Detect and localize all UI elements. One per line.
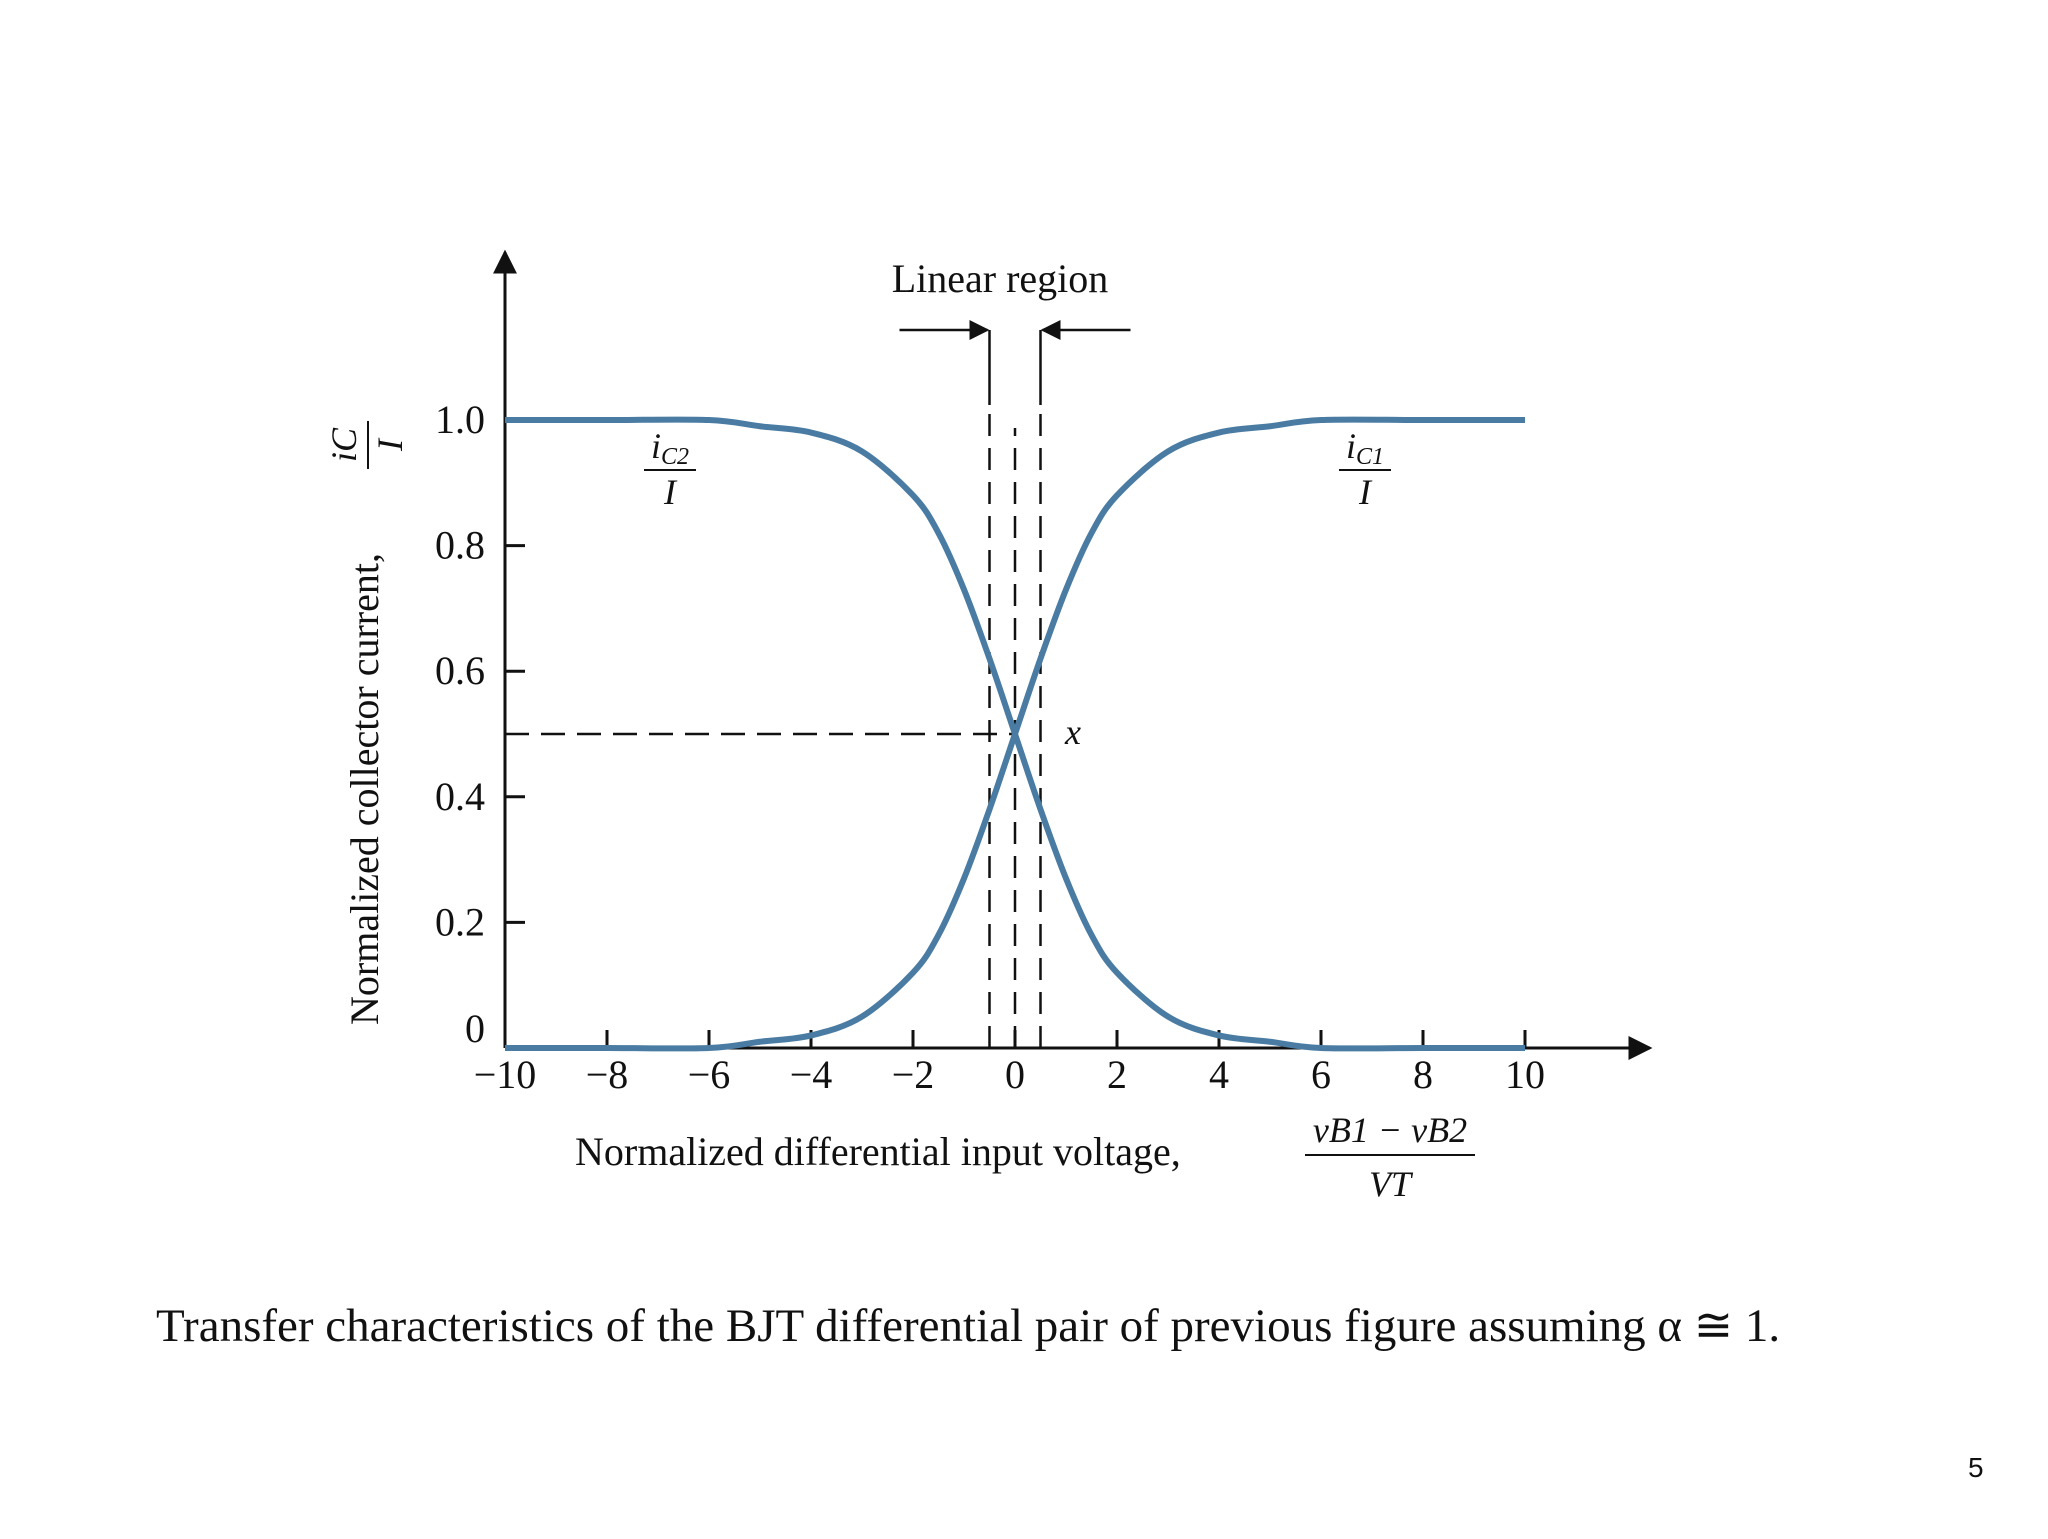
x-tick-label: 2 — [1107, 1052, 1127, 1097]
y-tick-label: 1.0 — [435, 397, 485, 442]
x-axis-label-fraction: vB1 − vB2 VT — [1305, 1110, 1475, 1204]
y-fraction-denominator: I — [370, 437, 410, 452]
y-tick-label: 0.8 — [435, 523, 485, 568]
y-axis-label: Normalized collector current, — [342, 553, 387, 1025]
x-tick-label: 4 — [1209, 1052, 1229, 1097]
fraction-numerator: iC2 — [651, 426, 689, 470]
figure-caption: Transfer characteristics of the BJT diff… — [156, 1300, 1781, 1352]
y-tick-label: 0.6 — [435, 648, 485, 693]
x-tick-label: −8 — [586, 1052, 629, 1097]
x-fraction-numerator: vB1 − vB2 — [1313, 1110, 1467, 1150]
x-tick-label: −10 — [474, 1052, 537, 1097]
x-tick-label: 10 — [1505, 1052, 1545, 1097]
crossover-point-label: x — [1064, 712, 1081, 752]
x-tick-label: 0 — [1005, 1052, 1025, 1097]
x-tick-label: 8 — [1413, 1052, 1433, 1097]
x-tick-label: −2 — [892, 1052, 935, 1097]
x-fraction-denominator: VT — [1369, 1164, 1414, 1204]
fraction-denominator: I — [663, 472, 678, 512]
fraction-numerator: iC1 — [1346, 426, 1384, 470]
fraction-denominator: I — [1358, 472, 1373, 512]
curves — [504, 416, 1525, 1052]
x-tick-label: 6 — [1311, 1052, 1331, 1097]
page-number: 5 — [1968, 1452, 1984, 1483]
y-fraction-numerator: iC — [324, 427, 364, 462]
linear-region-guides — [505, 320, 1131, 1048]
x-tick-label: −4 — [790, 1052, 833, 1097]
x-tick-label: −6 — [688, 1052, 731, 1097]
linear-region-label: Linear region — [892, 256, 1109, 301]
y-tick-label: 0.2 — [435, 899, 485, 944]
y-tick-label: 0.4 — [435, 774, 485, 819]
y-ticks: 0 0.2 0.4 0.6 0.8 1.0 — [435, 397, 525, 1051]
y-tick-label: 0 — [465, 1006, 485, 1051]
x-ticks: −10 −8 −6 −4 −2 0 2 4 6 8 10 — [474, 1030, 1545, 1097]
ic2-curve — [504, 416, 1525, 1052]
y-axis-label-fraction: iC I — [324, 421, 410, 469]
x-axis-label: Normalized differential input voltage, — [575, 1129, 1181, 1174]
